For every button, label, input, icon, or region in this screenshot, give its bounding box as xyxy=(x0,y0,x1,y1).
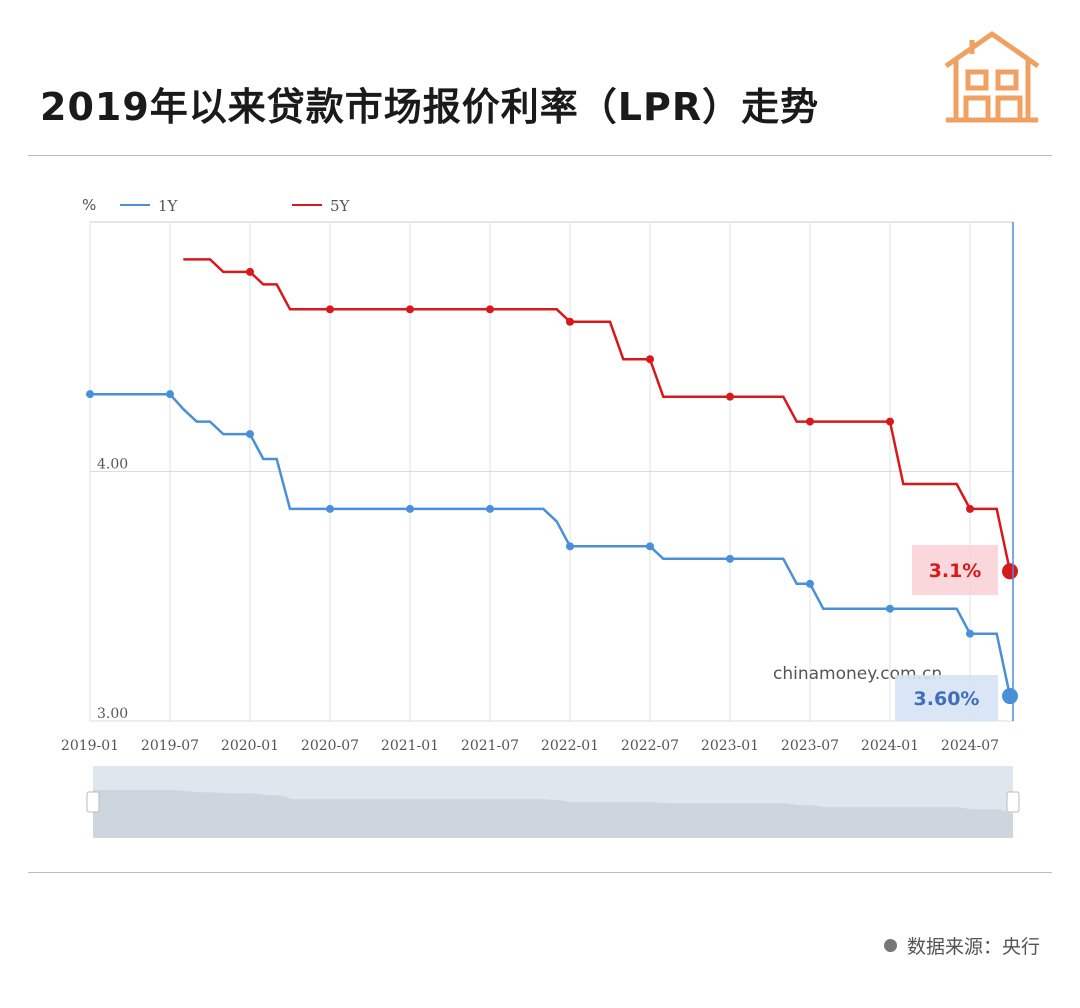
data-point-5Y xyxy=(966,504,974,513)
x-tick-label: 2023-01 xyxy=(701,738,759,754)
legend-label-1Y: 1Y xyxy=(158,197,179,215)
annotation-label-5Y: 3.1% xyxy=(929,560,982,582)
x-tick-label: 2024-01 xyxy=(861,738,919,754)
data-point-1Y xyxy=(566,542,574,551)
x-tick-label: 2022-01 xyxy=(541,738,599,754)
data-point-5Y xyxy=(646,355,654,364)
x-tick-label: 2020-07 xyxy=(301,738,359,754)
x-tick-label: 2023-07 xyxy=(781,738,839,754)
page-title: 2019年以来贷款市场报价利率（LPR）走势 xyxy=(40,85,820,129)
x-tick-label: 2019-01 xyxy=(61,738,119,754)
x-tick-label: 2021-01 xyxy=(381,738,439,754)
y-tick-label: 4.00 xyxy=(97,457,128,473)
data-point-5Y xyxy=(246,267,254,276)
bullet-icon xyxy=(883,939,897,952)
datazoom-left-handle[interactable] xyxy=(86,791,100,813)
source-note: 数据来源：央行 xyxy=(883,932,1040,959)
annotation-box-1Y xyxy=(895,675,998,721)
data-point-1Y xyxy=(486,504,494,513)
data-point-1Y xyxy=(406,504,414,513)
legend-label-5Y: 5Y xyxy=(330,197,351,215)
bottom-divider xyxy=(28,872,1052,873)
top-divider xyxy=(28,155,1052,156)
x-tick-label: 2024-07 xyxy=(941,738,999,754)
data-point-1Y xyxy=(646,542,654,551)
source-text: 数据来源：央行 xyxy=(906,936,1040,958)
end-point-1Y xyxy=(1002,688,1018,705)
x-tick-label: 2022-07 xyxy=(621,738,679,754)
data-point-5Y xyxy=(566,317,574,326)
series-line-1Y xyxy=(90,392,1012,697)
x-tick-label: 2020-01 xyxy=(221,738,279,754)
data-point-5Y xyxy=(486,305,494,314)
data-point-1Y xyxy=(246,430,254,439)
x-tick-label: 2019-07 xyxy=(141,738,199,754)
end-point-5Y xyxy=(1002,563,1018,580)
datazoom-preview xyxy=(93,782,1013,838)
data-point-1Y xyxy=(726,554,734,563)
data-point-1Y xyxy=(166,390,174,399)
data-point-1Y xyxy=(966,629,974,638)
y-tick-label: 3.00 xyxy=(97,706,128,722)
x-tick-label: 2021-07 xyxy=(461,738,519,754)
data-point-5Y xyxy=(806,417,814,426)
data-point-1Y xyxy=(806,579,814,588)
data-point-5Y xyxy=(726,392,734,401)
data-point-5Y xyxy=(406,305,414,314)
data-point-1Y xyxy=(326,504,334,513)
series-line-5Y xyxy=(183,258,1012,572)
data-point-1Y xyxy=(886,604,894,613)
data-point-5Y xyxy=(886,417,894,426)
datazoom-right-handle[interactable] xyxy=(1006,791,1020,813)
data-point-1Y xyxy=(86,390,94,399)
y-axis-unit: % xyxy=(82,196,96,214)
annotation-box-5Y xyxy=(912,545,998,595)
house-icon xyxy=(944,30,1040,123)
annotation-label-1Y: 3.60% xyxy=(914,688,980,710)
data-point-5Y xyxy=(326,305,334,314)
